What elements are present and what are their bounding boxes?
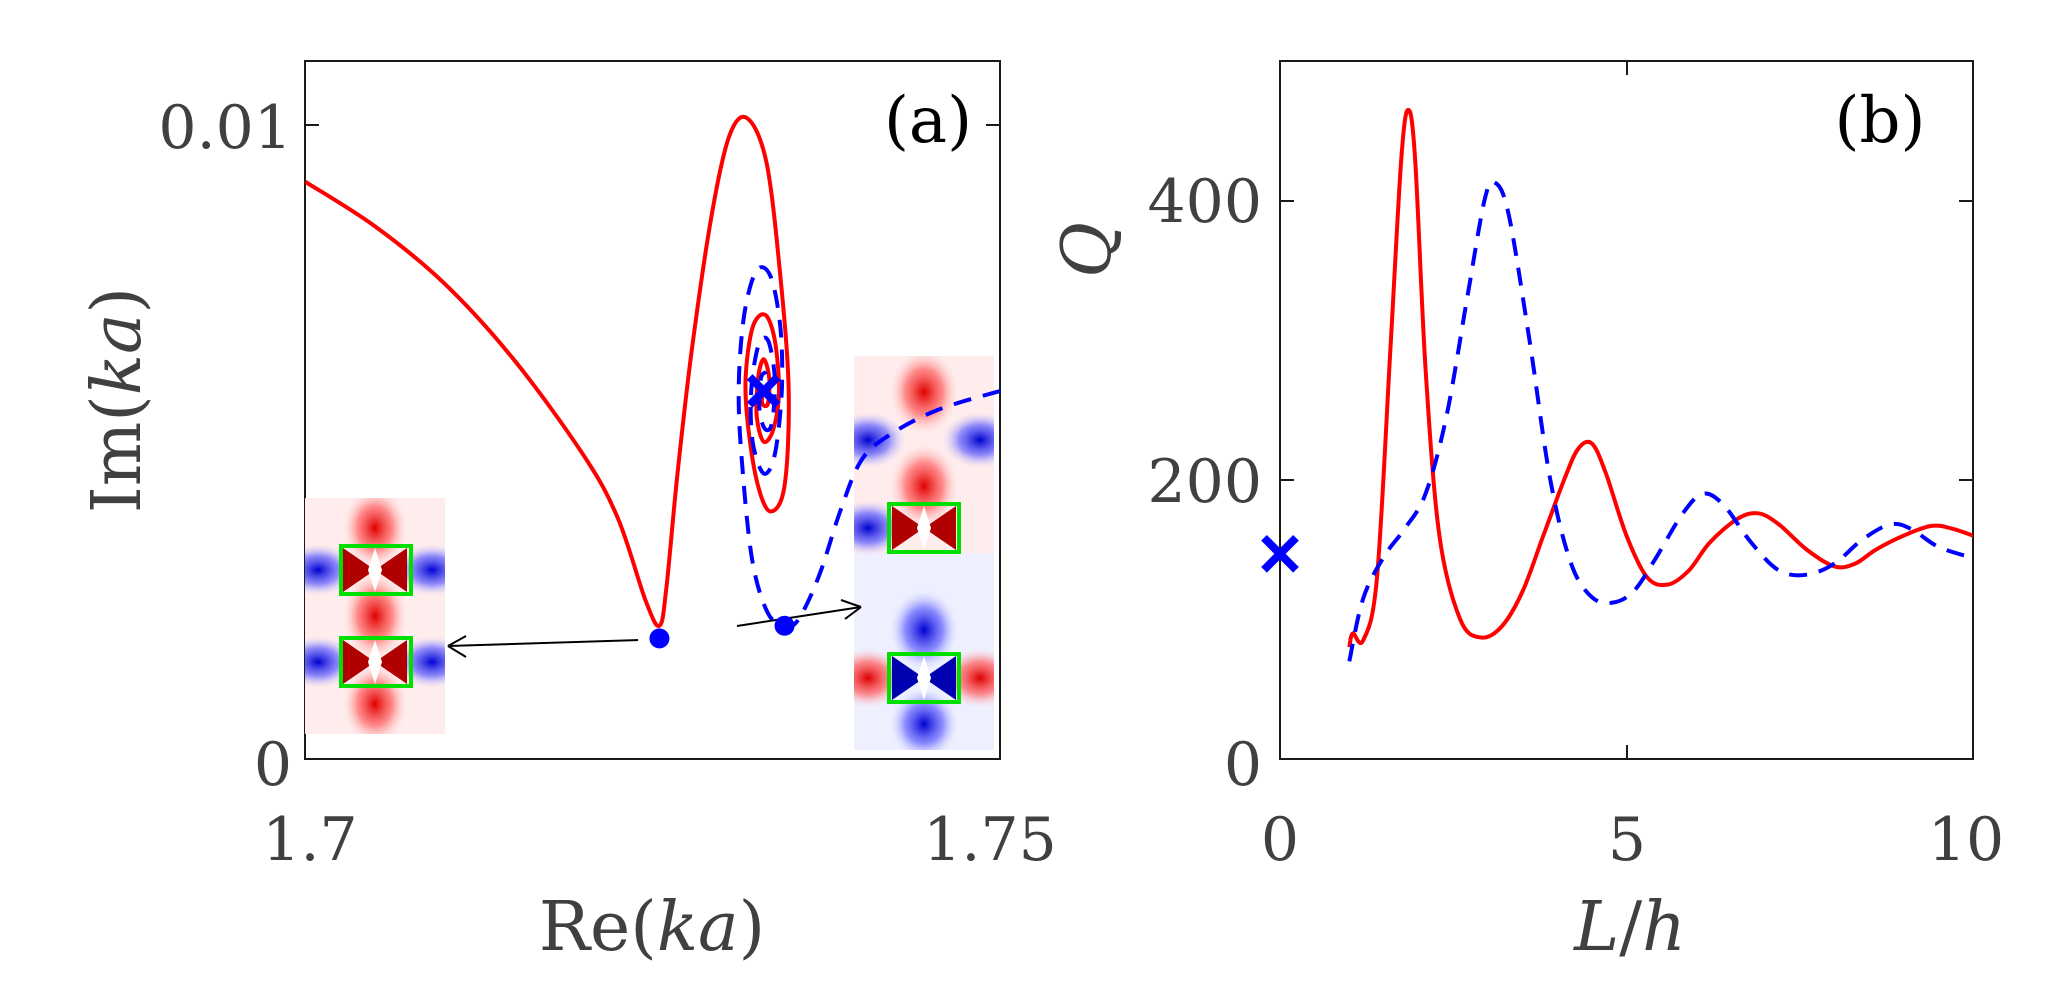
exceptional-point-marker [746, 374, 781, 408]
panel-b-ytick-0: 0 [1224, 730, 1262, 800]
panel-b-xtick-10: 10 [1928, 805, 2004, 875]
panel-b-ytick-200: 200 [1147, 447, 1262, 517]
dot-blue-branch [774, 615, 795, 636]
single-resonator-q-marker [1261, 534, 1299, 573]
arrow-to-red-branch-profile [447, 635, 639, 658]
panel-a: (a) 0.01 0 1.7 1.75 Re(ka) Im(ka) [78, 60, 1057, 967]
dot-red-branch [649, 628, 670, 649]
panel-b-xtick-5: 5 [1608, 805, 1646, 875]
panel-a-ticks [305, 124, 1000, 760]
panel-b-ticks [1280, 61, 1973, 759]
panel-a-ytick-0.01: 0.01 [158, 93, 292, 163]
panel-b-ylabel: Q [1048, 222, 1127, 278]
panel-b: (b) 400 200 0 0 5 10 L/h Q [1048, 60, 2004, 967]
mode-profile-red-branch [305, 498, 445, 734]
panel-b-xtick-0: 0 [1261, 805, 1299, 875]
panel-a-xtick-1.7: 1.7 [262, 805, 357, 875]
panel-b-xlabel: L/h [1572, 888, 1686, 967]
panel-b-ytick-400: 400 [1147, 167, 1262, 237]
panel-b-frame [1279, 60, 1974, 760]
mode-profile-blue-branch [854, 356, 994, 750]
series-dashed-blue [736, 265, 1000, 629]
panel-a-xlabel: Re(ka) [539, 888, 765, 967]
series-dashed-blue [1347, 179, 1973, 662]
panel-a-label: (a) [884, 84, 972, 158]
panel-a-ytick-0: 0 [254, 730, 292, 800]
series-solid-red [305, 114, 791, 628]
panel-a-ylabel: Im(ka) [78, 287, 157, 513]
arrow-to-blue-branch-profile [736, 599, 862, 627]
panel-b-label: (b) [1835, 84, 1926, 158]
panel-a-xtick-1.75: 1.75 [923, 805, 1057, 875]
